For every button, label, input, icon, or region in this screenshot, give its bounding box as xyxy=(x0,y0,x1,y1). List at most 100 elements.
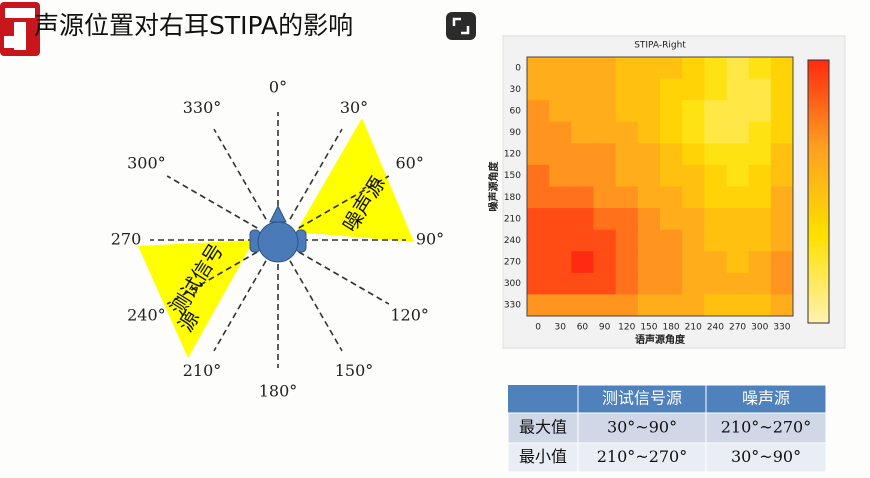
heat-cell xyxy=(615,208,639,231)
heat-cell xyxy=(637,143,661,166)
x-tick-label: 150 xyxy=(640,323,657,333)
heat-cell xyxy=(549,229,572,252)
direction-line xyxy=(298,251,390,305)
x-axis-label: 语声源角度 xyxy=(635,333,686,346)
x-tick-label: 90 xyxy=(599,323,611,333)
heat-cell xyxy=(549,100,572,123)
heat-cell xyxy=(704,164,727,187)
heat-cell xyxy=(549,294,572,317)
heat-cell xyxy=(593,272,617,295)
heat-cell xyxy=(593,229,617,252)
heat-cell xyxy=(549,272,572,295)
heat-cell xyxy=(748,78,772,101)
heat-cell xyxy=(748,272,772,295)
heat-cell xyxy=(726,57,750,80)
heat-cell xyxy=(571,164,594,187)
heat-cell xyxy=(704,251,727,274)
y-tick-label: 150 xyxy=(504,171,521,181)
heat-cell xyxy=(770,121,794,144)
heat-cell xyxy=(615,121,639,144)
angle-label: 210° xyxy=(183,361,222,380)
heat-cell xyxy=(615,100,639,123)
heat-cell xyxy=(748,186,772,209)
heat-cell xyxy=(593,78,617,101)
heat-cell xyxy=(593,208,617,231)
heat-cell xyxy=(770,208,794,231)
heat-cell xyxy=(748,100,772,123)
heat-cell xyxy=(527,186,550,209)
y-tick-label: 210 xyxy=(504,214,521,224)
heat-cell xyxy=(726,78,750,101)
heat-cell xyxy=(527,57,550,80)
heat-cell xyxy=(660,121,683,144)
heat-cell xyxy=(527,143,550,166)
header-cell xyxy=(577,384,707,414)
heat-cell xyxy=(571,143,594,166)
heat-cell xyxy=(637,100,661,123)
heat-cell xyxy=(660,164,683,187)
heat-cell xyxy=(571,186,594,209)
heat-cell xyxy=(660,100,683,123)
heat-cell xyxy=(704,186,727,209)
heat-cell xyxy=(660,294,683,317)
heat-cell xyxy=(571,272,594,295)
heat-cell xyxy=(726,186,750,209)
heat-cell xyxy=(704,78,727,101)
angle-label: 240° xyxy=(127,306,166,325)
y-tick-label: 60 xyxy=(510,106,522,116)
heat-cell xyxy=(637,229,661,252)
heat-cell xyxy=(637,186,661,209)
cell-text: 210°~270° xyxy=(721,418,811,437)
heat-cell xyxy=(637,251,661,274)
heat-cell xyxy=(682,78,705,101)
heat-cell xyxy=(726,272,750,295)
x-tick-label: 0 xyxy=(535,323,541,333)
heat-cell xyxy=(682,121,705,144)
y-tick-label: 180 xyxy=(504,193,521,203)
heat-cell xyxy=(527,78,550,101)
angle-label: 120° xyxy=(390,306,429,325)
expand-icon[interactable] xyxy=(446,12,476,40)
angle-label: 60° xyxy=(395,154,423,173)
heat-cell xyxy=(637,208,661,231)
table-cell xyxy=(507,442,579,473)
x-tick-label: 210 xyxy=(685,323,702,333)
direction-diagram: 0° 30° 60° 90° 120° 150° 180° 210° 240° 270 300° 33… xyxy=(111,78,444,401)
heat-cell xyxy=(726,294,750,317)
head xyxy=(257,221,299,263)
noise-triangle xyxy=(296,118,414,242)
heat-cell xyxy=(571,57,594,80)
heat-cell xyxy=(615,186,639,209)
heat-cell xyxy=(748,251,772,274)
direction-line xyxy=(298,175,390,229)
heat-cell xyxy=(637,272,661,295)
heat-cell xyxy=(770,57,794,80)
heat-cell xyxy=(637,121,661,144)
x-tick-label: 330 xyxy=(773,323,790,333)
heat-cell xyxy=(571,208,594,231)
y-axis-label: 噪声源角度 xyxy=(487,161,500,212)
heat-cell xyxy=(527,121,550,144)
table-corner xyxy=(508,385,578,413)
heat-cell xyxy=(726,251,750,274)
heat-cell xyxy=(549,121,572,144)
heat-cell xyxy=(726,164,750,187)
heat-cell xyxy=(571,78,594,101)
heat-cell xyxy=(770,78,794,101)
y-tick-label: 30 xyxy=(510,85,522,95)
heat-cell xyxy=(704,57,727,80)
colorbar xyxy=(807,59,830,324)
heat-cell xyxy=(682,57,705,80)
heat-cell xyxy=(704,143,727,166)
heat-cell xyxy=(660,208,683,231)
cell-text: 最大值 xyxy=(519,418,567,437)
heat-cell xyxy=(682,164,705,187)
heat-cell xyxy=(527,272,550,295)
heat-cell xyxy=(549,164,572,187)
slide-title: 声源位置对右耳STIPA的影响 xyxy=(34,11,353,40)
heat-cell xyxy=(748,57,772,80)
logo xyxy=(0,2,40,56)
heat-cell xyxy=(549,186,572,209)
heat-cell xyxy=(748,208,772,231)
